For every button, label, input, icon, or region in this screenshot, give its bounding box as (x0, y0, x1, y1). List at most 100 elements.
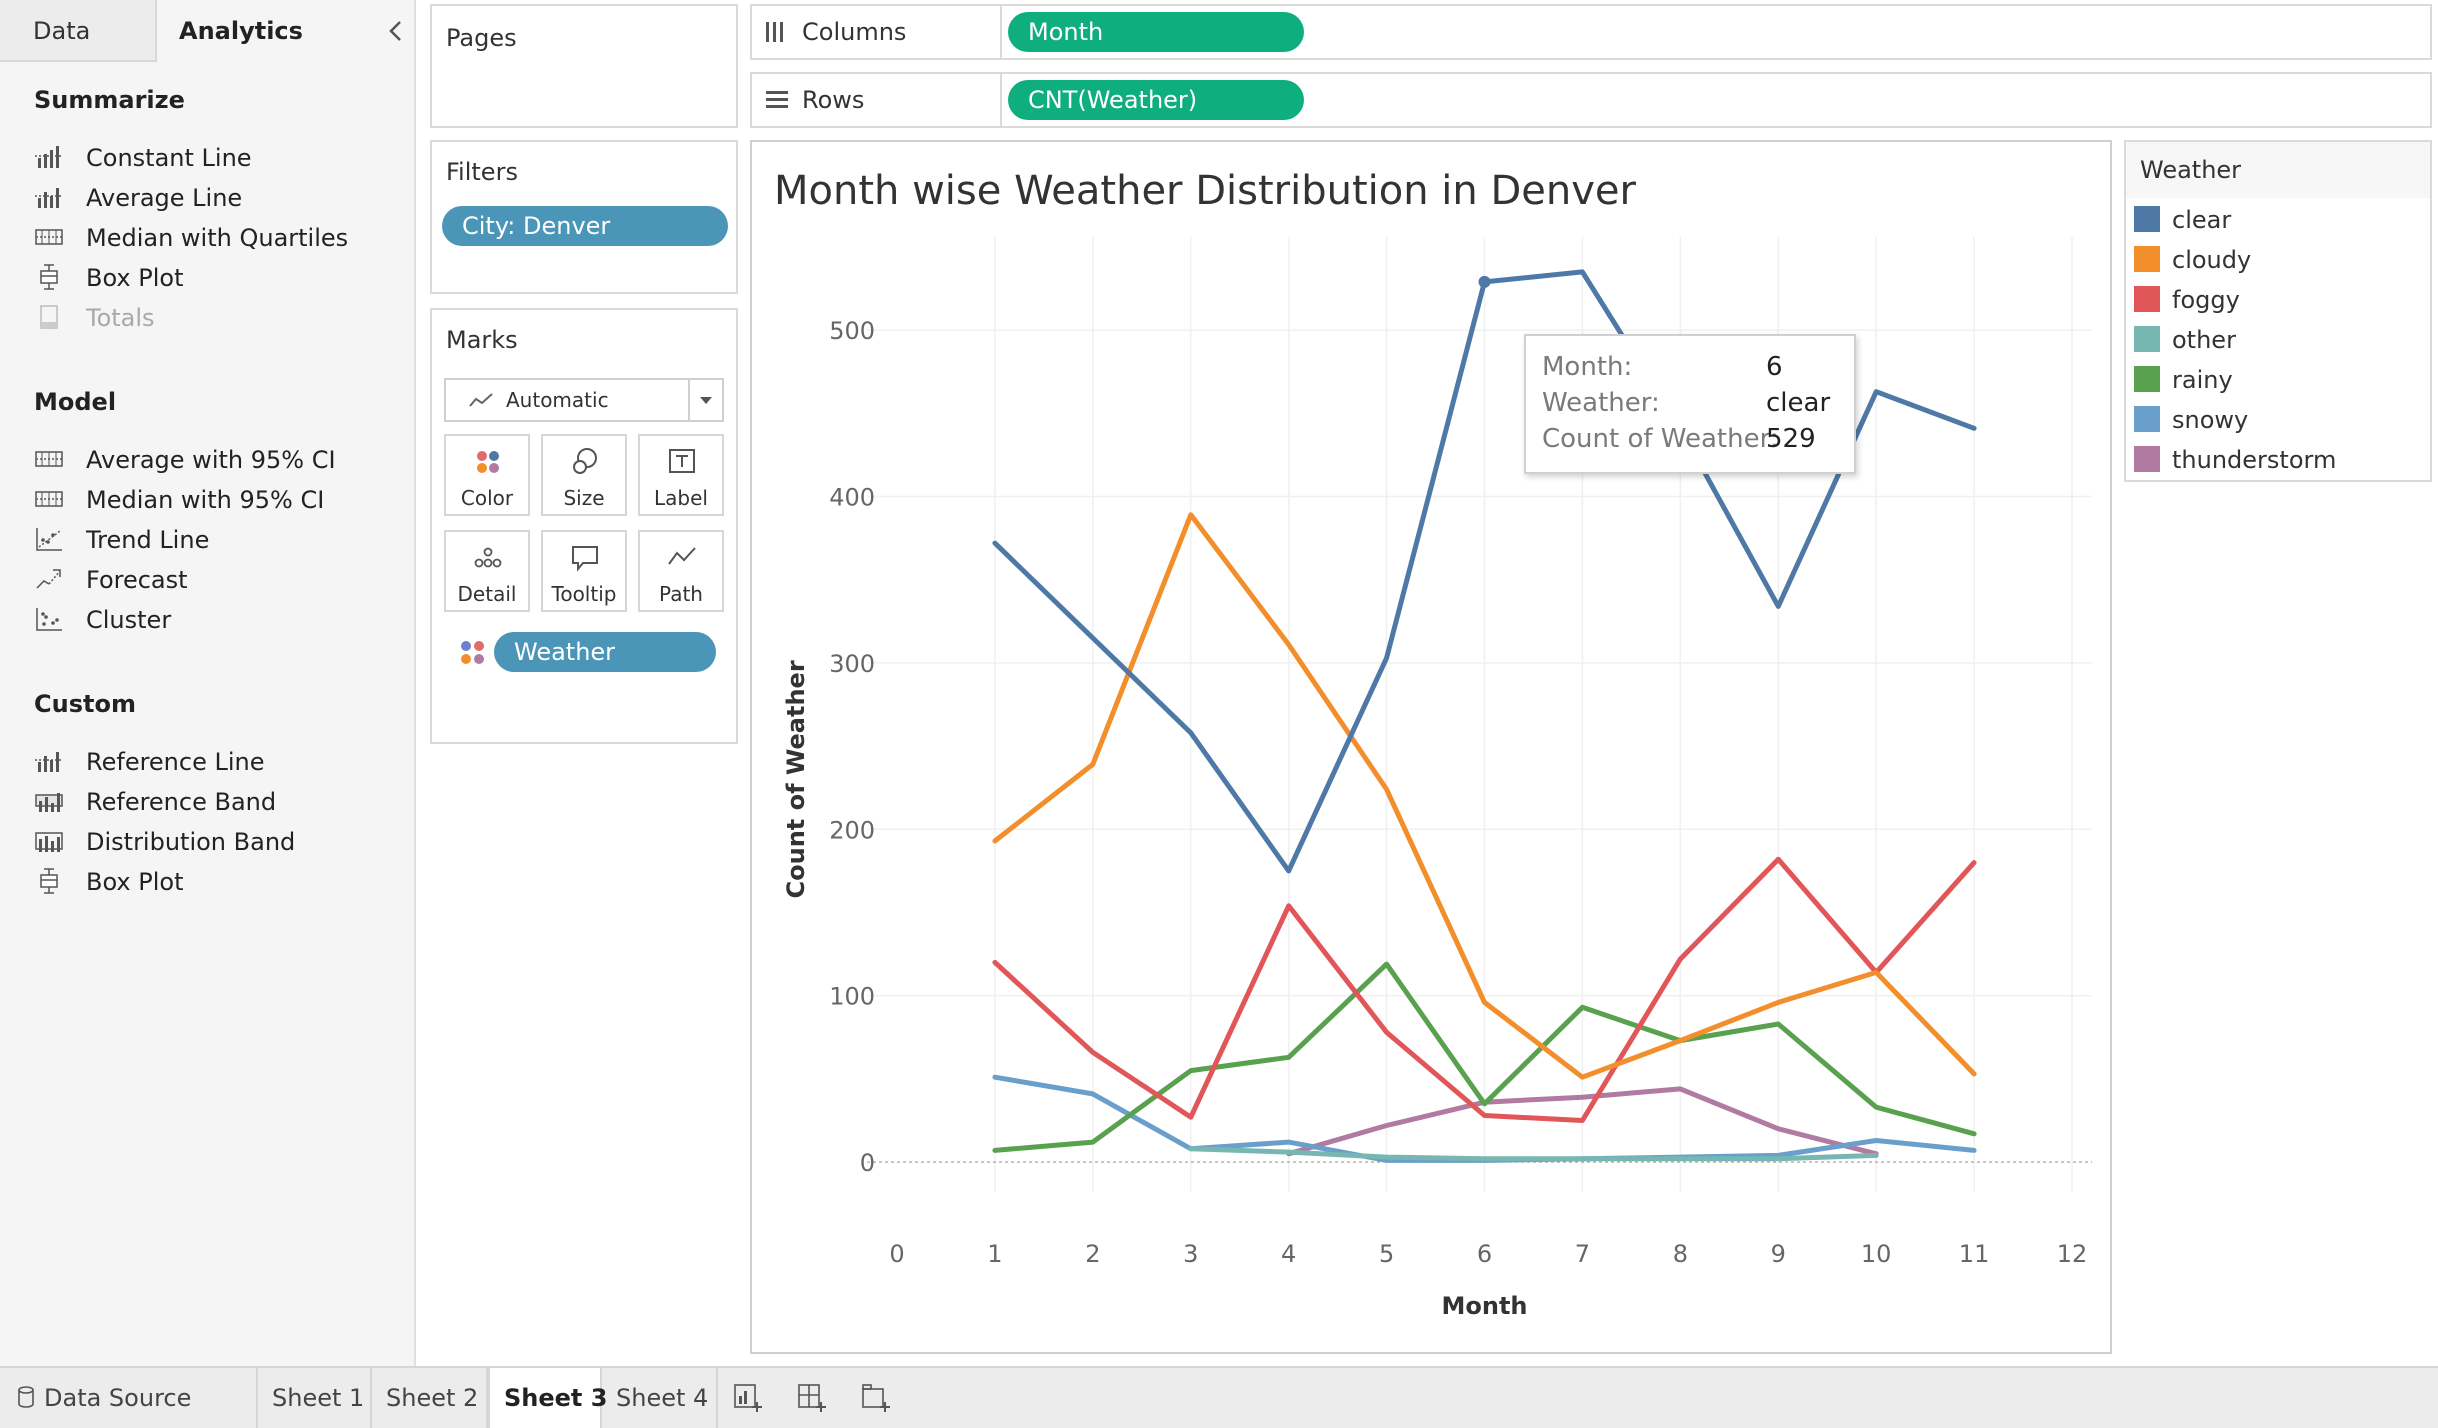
data-point-foggy[interactable] (1188, 1115, 1193, 1120)
data-point-clear[interactable] (1384, 655, 1389, 660)
data-point-foggy[interactable] (1776, 857, 1781, 862)
series-line-cloudy[interactable] (992, 512, 1977, 1080)
collapse-pane-icon[interactable] (384, 18, 408, 44)
marks-color-button[interactable]: Color (444, 434, 530, 516)
data-point-cloudy[interactable] (1286, 642, 1291, 647)
data-point-thunderstorm[interactable] (1874, 1151, 1879, 1156)
data-point-rainy[interactable] (1580, 1005, 1585, 1010)
data-point-rainy[interactable] (1776, 1021, 1781, 1026)
series-line-foggy[interactable] (992, 856, 1977, 1123)
data-point-foggy[interactable] (1874, 970, 1879, 975)
data-point-thunderstorm[interactable] (1482, 1100, 1487, 1105)
color-legend[interactable]: Weather clear cloudy foggy other rainy snowy t… (2124, 140, 2432, 482)
tab-sheet-1[interactable]: Sheet 1 (258, 1368, 372, 1428)
data-point-clear[interactable] (1090, 635, 1095, 640)
analytics-item-reference-line[interactable]: Reference Line (34, 742, 265, 782)
analytics-item-constant-line[interactable]: Constant Line (34, 138, 252, 178)
data-point-clear[interactable] (1188, 730, 1193, 735)
data-point-snowy[interactable] (1188, 1146, 1193, 1151)
analytics-item-average-ci[interactable]: Average with 95% CI (34, 440, 336, 480)
data-point-clear[interactable] (1478, 275, 1491, 288)
marks-size-button[interactable]: Size (541, 434, 627, 516)
data-point-clear[interactable] (992, 541, 997, 546)
analytics-item-cluster[interactable]: Cluster (34, 600, 171, 640)
data-point-snowy[interactable] (1776, 1153, 1781, 1158)
legend-item-foggy[interactable]: foggy (2134, 286, 2240, 322)
new-worksheet-icon[interactable] (732, 1382, 766, 1414)
rows-pill-cnt-weather[interactable]: CNT(Weather) (1008, 80, 1304, 120)
new-dashboard-icon[interactable] (796, 1382, 830, 1414)
data-point-cloudy[interactable] (1090, 762, 1095, 767)
new-story-icon[interactable] (860, 1382, 894, 1414)
analytics-item-forecast[interactable]: Forecast (34, 560, 188, 600)
pages-card[interactable]: Pages (430, 4, 738, 128)
data-point-rainy[interactable] (1678, 1038, 1683, 1043)
marks-field-pill-weather[interactable]: Weather (494, 632, 716, 672)
data-point-foggy[interactable] (1482, 1113, 1487, 1118)
data-point-thunderstorm[interactable] (1286, 1151, 1291, 1156)
legend-item-clear[interactable]: clear (2134, 206, 2231, 242)
legend-item-other[interactable]: other (2134, 326, 2236, 362)
tab-sheet-4[interactable]: Sheet 4 (602, 1368, 718, 1428)
data-point-clear[interactable] (1286, 868, 1291, 873)
analytics-item-distribution-band[interactable]: Distribution Band (34, 822, 295, 862)
filters-card[interactable]: Filters City: Denver (430, 140, 738, 294)
filter-pill-city[interactable]: City: Denver (442, 206, 728, 246)
analytics-item-average-line[interactable]: Average Line (34, 178, 242, 218)
columns-pill-month[interactable]: Month (1008, 12, 1304, 52)
mark-type-dropdown[interactable]: Automatic (444, 378, 724, 422)
marks-tooltip-button[interactable]: Tooltip (541, 530, 627, 612)
analytics-item-reference-band[interactable]: Reference Band (34, 782, 276, 822)
analytics-item-box-plot-custom[interactable]: Box Plot (34, 862, 183, 902)
legend-item-thunderstorm[interactable]: thunderstorm (2134, 446, 2336, 482)
tab-data[interactable]: Data (0, 0, 157, 62)
data-point-foggy[interactable] (1580, 1118, 1585, 1123)
data-point-foggy[interactable] (1972, 860, 1977, 865)
data-point-thunderstorm[interactable] (1580, 1095, 1585, 1100)
data-point-cloudy[interactable] (1776, 1000, 1781, 1005)
data-point-rainy[interactable] (1090, 1140, 1095, 1145)
data-point-cloudy[interactable] (1482, 1000, 1487, 1005)
data-point-clear[interactable] (1580, 269, 1585, 274)
data-point-rainy[interactable] (1972, 1131, 1977, 1136)
data-point-rainy[interactable] (992, 1148, 997, 1153)
analytics-item-trend-line[interactable]: Trend Line (34, 520, 209, 560)
data-point-foggy[interactable] (1090, 1050, 1095, 1055)
analytics-item-box-plot[interactable]: Box Plot (34, 258, 183, 298)
analytics-item-median-quartiles[interactable]: Median with Quartiles (34, 218, 348, 258)
chart-view[interactable]: Month wise Weather Distribution in Denve… (750, 140, 2112, 1354)
marks-path-button[interactable]: Path (638, 530, 724, 612)
data-point-thunderstorm[interactable] (1678, 1086, 1683, 1091)
legend-item-rainy[interactable]: rainy (2134, 366, 2233, 402)
series-line-other[interactable] (1188, 1146, 1879, 1162)
data-point-clear[interactable] (1776, 604, 1781, 609)
data-point-cloudy[interactable] (992, 838, 997, 843)
data-point-snowy[interactable] (992, 1075, 997, 1080)
data-point-snowy[interactable] (1286, 1140, 1291, 1145)
data-point-snowy[interactable] (1384, 1158, 1389, 1163)
data-point-thunderstorm[interactable] (1776, 1126, 1781, 1131)
data-point-snowy[interactable] (1090, 1091, 1095, 1096)
data-point-snowy[interactable] (1678, 1155, 1683, 1160)
columns-shelf[interactable]: Columns Month (750, 4, 2432, 60)
data-point-foggy[interactable] (1384, 1030, 1389, 1035)
marks-label-button[interactable]: Label (638, 434, 724, 516)
rows-shelf[interactable]: Rows CNT(Weather) (750, 72, 2432, 128)
data-point-cloudy[interactable] (1188, 512, 1193, 517)
analytics-item-median-ci[interactable]: Median with 95% CI (34, 480, 324, 520)
legend-item-snowy[interactable]: snowy (2134, 406, 2248, 442)
data-point-foggy[interactable] (992, 960, 997, 965)
tab-sheet-3[interactable]: Sheet 3 (488, 1368, 607, 1428)
data-point-rainy[interactable] (1874, 1105, 1879, 1110)
data-point-snowy[interactable] (1482, 1158, 1487, 1163)
data-point-snowy[interactable] (1972, 1148, 1977, 1153)
series-line-thunderstorm[interactable] (1286, 1086, 1879, 1157)
legend-item-cloudy[interactable]: cloudy (2134, 246, 2251, 282)
data-point-snowy[interactable] (1874, 1138, 1879, 1143)
tab-data-source[interactable]: Data Source (0, 1368, 258, 1428)
tab-analytics[interactable]: Analytics (179, 17, 303, 45)
tab-sheet-2[interactable]: Sheet 2 (372, 1368, 488, 1428)
data-point-clear[interactable] (1874, 389, 1879, 394)
marks-detail-button[interactable]: Detail (444, 530, 530, 612)
